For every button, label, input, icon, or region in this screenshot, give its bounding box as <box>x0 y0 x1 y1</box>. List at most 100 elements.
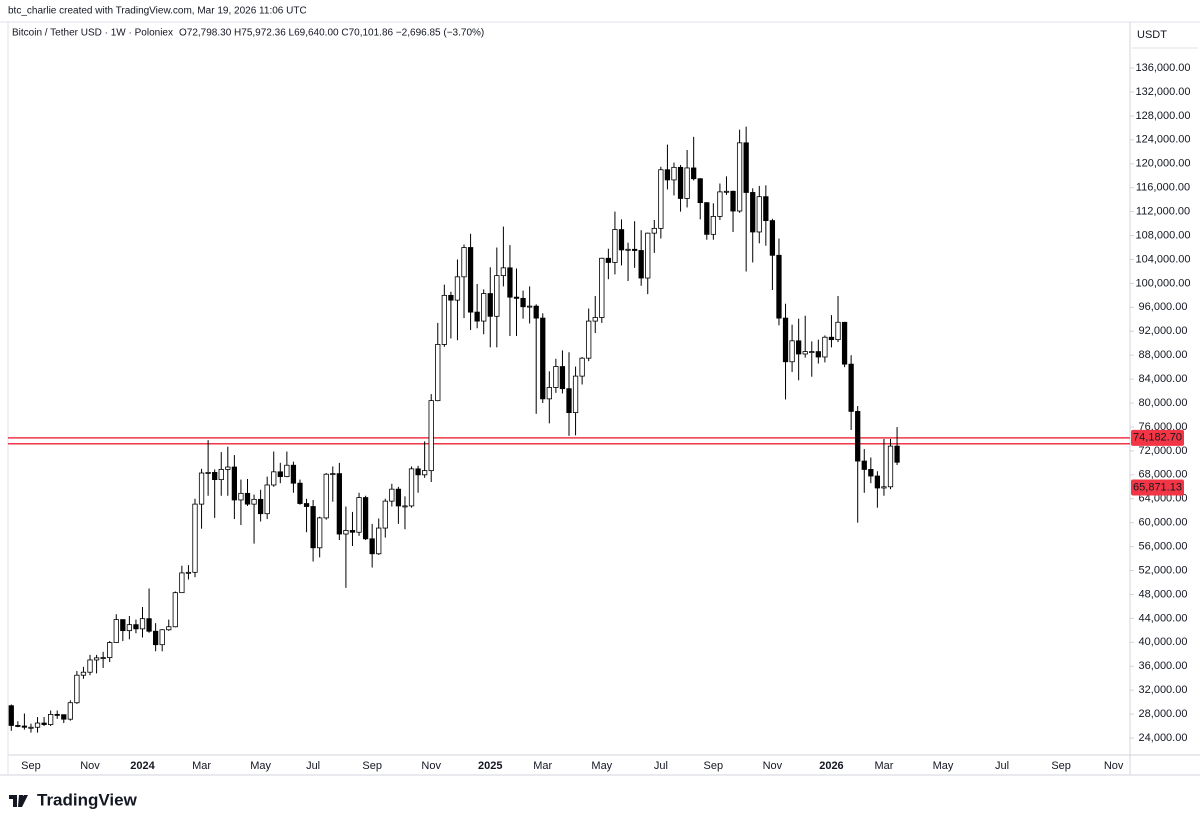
x-tick-label: May <box>933 760 954 772</box>
candle-body <box>691 167 697 180</box>
candle-body <box>448 294 454 301</box>
candle-body <box>809 351 815 353</box>
y-tick-label: 24,000.00 <box>1139 732 1188 744</box>
candle-body <box>87 659 93 673</box>
brand-name: TradingView <box>37 790 138 809</box>
candle-body <box>231 466 237 501</box>
candle-body <box>382 500 388 529</box>
candle-body <box>15 725 21 727</box>
candle-body <box>671 166 677 181</box>
candle-body <box>579 357 585 377</box>
candle-body <box>855 411 861 462</box>
candle-body <box>894 445 900 463</box>
candle-body <box>362 497 369 540</box>
x-tick-label: 2025 <box>478 760 502 772</box>
candle-body <box>546 387 552 400</box>
candle-body <box>756 196 762 233</box>
candle-body <box>179 572 185 594</box>
candle-body <box>599 257 605 318</box>
candle-body <box>828 336 835 341</box>
candle-body <box>763 196 769 221</box>
x-tick-label: Nov <box>1104 760 1124 772</box>
candle-body <box>54 713 60 716</box>
y-tick-label: 128,000.00 <box>1135 110 1190 122</box>
candle-body <box>139 618 146 630</box>
candle-body <box>349 530 356 533</box>
candle-body <box>494 275 500 317</box>
candle-body <box>822 336 828 358</box>
y-tick-label: 64,000.00 <box>1139 493 1188 505</box>
candle-body <box>28 726 34 729</box>
candle-body <box>21 725 28 728</box>
candle-body <box>369 538 375 555</box>
y-tick-label: 28,000.00 <box>1139 708 1188 720</box>
candle-body <box>454 276 461 301</box>
candle-body <box>428 400 434 472</box>
price-label-box <box>1131 479 1184 496</box>
candle-body <box>218 469 224 481</box>
candle-body <box>789 340 795 363</box>
candle-body <box>658 169 664 229</box>
candle-body <box>513 296 520 299</box>
candle-body <box>212 472 218 481</box>
candle-body <box>835 321 841 341</box>
x-tick-label: Mar <box>533 760 552 772</box>
candle-body <box>815 351 821 358</box>
candle-body <box>527 305 533 308</box>
symbol-title: Bitcoin / Tether USD · 1W · Poloniex <box>12 28 173 39</box>
candle-body <box>474 311 480 322</box>
candle-body <box>402 505 408 508</box>
candle-body <box>395 488 402 507</box>
candle-body <box>677 166 684 199</box>
candle-body <box>605 257 611 263</box>
candle-body <box>441 294 447 345</box>
y-tick-label: 60,000.00 <box>1139 517 1188 529</box>
candle-body <box>586 320 592 359</box>
x-tick-label: Sep <box>362 760 382 772</box>
candle-body <box>67 702 73 720</box>
brand-logo: TradingView <box>9 790 138 809</box>
candle-body <box>297 482 303 504</box>
candle-body <box>736 142 743 212</box>
y-tick-label: 80,000.00 <box>1139 397 1188 409</box>
candle-body <box>185 571 192 574</box>
candle-body <box>861 460 867 470</box>
y-tick-label: 56,000.00 <box>1139 541 1188 553</box>
candle-body <box>487 293 493 317</box>
y-tick-label: 92,000.00 <box>1139 325 1188 337</box>
candle-body <box>638 250 644 279</box>
candle-body <box>868 469 874 477</box>
y-tick-label: 120,000.00 <box>1135 158 1190 170</box>
candle-body <box>415 468 421 476</box>
x-tick-label: Mar <box>874 760 893 772</box>
y-tick-label: 100,000.00 <box>1135 277 1190 289</box>
candle-body <box>743 142 749 193</box>
candle-body <box>153 630 159 646</box>
x-tick-label: Mar <box>192 760 211 772</box>
candle-body <box>887 445 894 488</box>
candle-body <box>559 366 566 390</box>
y-tick-label: 36,000.00 <box>1139 660 1188 672</box>
candle-body <box>284 464 290 478</box>
candle-body <box>317 517 323 549</box>
candle-body <box>500 267 507 277</box>
candle-body <box>566 388 572 414</box>
x-tick-label: Jul <box>306 760 320 772</box>
credit: btc_charlie created with TradingView.com… <box>8 6 307 17</box>
candle-body <box>8 705 14 726</box>
candle-body <box>704 202 710 235</box>
candle-body <box>113 619 119 644</box>
candle-body <box>376 527 382 555</box>
candle-body <box>481 293 487 322</box>
y-tick-label: 52,000.00 <box>1139 564 1188 576</box>
candle-body <box>802 351 808 355</box>
candle-body <box>126 624 133 632</box>
y-tick-label: 48,000.00 <box>1139 588 1188 600</box>
candle-body <box>874 475 881 489</box>
y-tick-label: 88,000.00 <box>1139 349 1188 361</box>
x-tick-label: Nov <box>421 760 441 772</box>
candle-body <box>330 473 336 476</box>
candle-body <box>74 674 80 704</box>
